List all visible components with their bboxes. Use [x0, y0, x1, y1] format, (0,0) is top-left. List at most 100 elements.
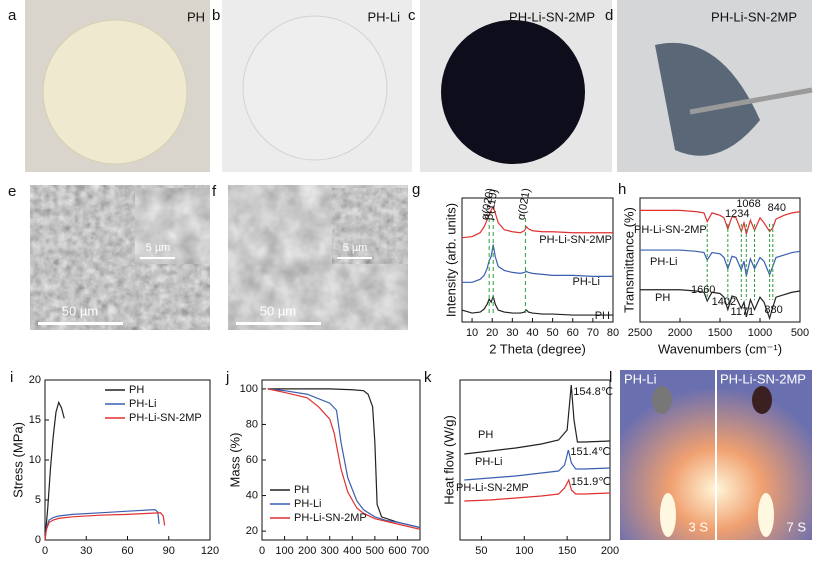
series-label: PH-Li-SN-2MP: [456, 482, 529, 494]
photo-a: [25, 0, 210, 172]
series-label: PH-Li: [650, 256, 678, 268]
peak-label: 1234: [725, 208, 749, 220]
x-axis-label: Wavenumbers (cm⁻¹): [658, 341, 782, 356]
sem-f: [228, 185, 409, 330]
series-label: PH-Li: [475, 456, 503, 468]
series-label: PH-Li: [572, 276, 600, 288]
peak-label: 154.8℃: [573, 386, 613, 398]
x-tick-label: 500: [366, 545, 384, 556]
photo-b: [222, 0, 412, 172]
x-tick-label: 500: [791, 327, 809, 339]
series-line: [461, 294, 613, 316]
x-tick-label: 2000: [668, 327, 692, 339]
series-line: [464, 478, 611, 502]
x-tick-label: 40: [526, 327, 538, 339]
x-tick-label: 50: [475, 545, 487, 556]
caption: PH-Li: [624, 371, 657, 386]
peak-label: 880: [764, 304, 782, 316]
x-tick-label: 0: [42, 545, 48, 556]
y-axis-label: Mass (%): [227, 433, 242, 488]
annotation: α(021): [515, 187, 532, 221]
y-tick-label: 60: [246, 454, 258, 466]
panel-letter: j: [225, 369, 229, 386]
series-label: PH: [478, 429, 493, 441]
series-line: [462, 244, 613, 283]
y-tick-label: 80: [246, 418, 258, 430]
x-tick-label: 60: [567, 327, 579, 339]
peak-label: 151.4℃: [570, 446, 610, 458]
x-tick-label: 150: [558, 545, 576, 556]
scale-label: 50 µm: [260, 303, 296, 318]
x-tick-label: 300: [321, 545, 339, 556]
y-axis-label: Heat flow (W/g): [441, 415, 456, 505]
y-axis-label: Intensity (arb. units): [443, 203, 458, 317]
panel-letter: h: [618, 181, 626, 198]
y-tick-label: 100: [240, 383, 258, 395]
caption: PH-Li-SN-2MP: [509, 9, 595, 24]
x-tick-label: 1000: [748, 327, 772, 339]
caption: 7 S: [786, 519, 806, 534]
panel-letter: e: [8, 183, 16, 200]
series-label: PH-Li-SN-2MP: [634, 224, 707, 236]
plot-frame: [459, 379, 611, 541]
sem-e: [30, 185, 211, 330]
photo-l: [620, 370, 812, 540]
x-tick-label: 200: [298, 545, 316, 556]
panel-letter: a: [8, 7, 17, 24]
y-tick-label: 20: [29, 374, 41, 386]
plot-frame: [44, 379, 211, 541]
x-tick-label: 200: [601, 545, 619, 556]
series-line: [44, 400, 65, 541]
caption: PH-Li-SN-2MP: [720, 371, 806, 386]
x-tick-label: 2500: [628, 327, 652, 339]
y-tick-label: 0: [35, 534, 41, 546]
x-tick-label: 90: [163, 545, 175, 556]
panel-letter: b: [212, 7, 220, 24]
y-tick-label: 40: [246, 489, 258, 501]
legend-label: PH: [129, 384, 144, 396]
legend-label: PH-Li: [129, 398, 157, 410]
panel-letter: f: [212, 183, 217, 200]
series-line: [461, 205, 613, 239]
peak-label: 840: [768, 202, 786, 214]
panel-letter: l: [609, 369, 612, 386]
legend-label: PH-Li-SN-2MP: [129, 412, 202, 424]
series-line: [267, 388, 421, 530]
x-tick-label: 600: [388, 545, 406, 556]
series-label: PH: [595, 310, 610, 322]
x-tick-label: 20: [486, 327, 498, 339]
series-label: PH-Li-SN-2MP: [539, 234, 612, 246]
legend-label: PH: [294, 484, 309, 496]
x-tick-label: 400: [343, 545, 361, 556]
x-tick-label: 0: [259, 545, 265, 556]
series-line: [464, 449, 611, 481]
series-label: PH: [655, 292, 670, 304]
peak-label: 1660: [691, 284, 715, 296]
y-tick-label: 15: [29, 414, 41, 426]
x-tick-label: 30: [506, 327, 518, 339]
legend-label: PH-Li: [294, 498, 322, 510]
peak-label: 1171: [730, 306, 754, 318]
series-line: [640, 289, 801, 321]
photo-d: [617, 0, 813, 172]
panel-letter: c: [408, 7, 416, 24]
peak-label: 1068: [736, 198, 760, 210]
plot-frame: [461, 197, 614, 323]
series-line: [267, 388, 421, 529]
x-tick-label: 50: [546, 327, 558, 339]
y-axis-label: Transmittance (%): [621, 207, 636, 313]
scale-label: 5 µm: [343, 242, 368, 254]
panel-letter: k: [424, 369, 432, 386]
caption: PH-Li: [367, 9, 400, 24]
x-tick-label: 100: [275, 545, 293, 556]
peak-label: 151.9℃: [571, 476, 611, 488]
annotation: α(020): [479, 187, 496, 221]
series-line: [267, 388, 421, 529]
series-line: [44, 512, 166, 541]
scale-label: 50 µm: [62, 303, 98, 318]
scale-bars: [38, 257, 372, 325]
x-tick-label: 30: [80, 545, 92, 556]
x-tick-label: 1500: [708, 327, 732, 339]
x-tick-label: 70: [587, 327, 599, 339]
